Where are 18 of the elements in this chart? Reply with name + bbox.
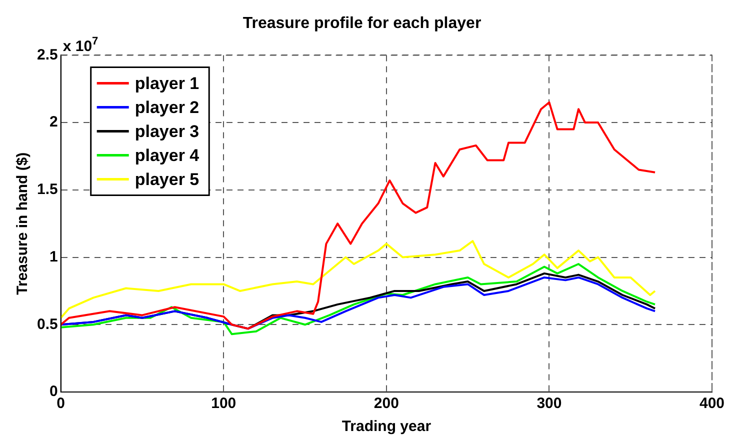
legend-label: player 4: [134, 146, 200, 165]
y-tick-label: 0: [50, 383, 58, 400]
y-tick-label: 0.5: [36, 316, 58, 333]
x-tick-label: 100: [211, 395, 236, 412]
legend-label: player 2: [134, 98, 200, 117]
x-tick-label: 300: [536, 395, 562, 412]
y-tick-label: 2: [50, 114, 58, 131]
x-tick-label: 400: [699, 395, 725, 412]
y-tick-label: 1: [50, 248, 58, 266]
y-tick-label: 1.5: [36, 181, 58, 198]
y-axis-title: Treasure in hand ($): [14, 152, 32, 295]
legend-label: player 3: [134, 122, 200, 141]
legend-label: player 5: [134, 170, 200, 189]
x-tick-label: 200: [374, 395, 399, 412]
chart-title: Treasure profile for each player: [242, 15, 482, 32]
y-tick-label: 2.5: [36, 46, 58, 64]
legend-label: player 1: [134, 74, 200, 93]
x-axis-title: Trading year: [342, 418, 432, 436]
